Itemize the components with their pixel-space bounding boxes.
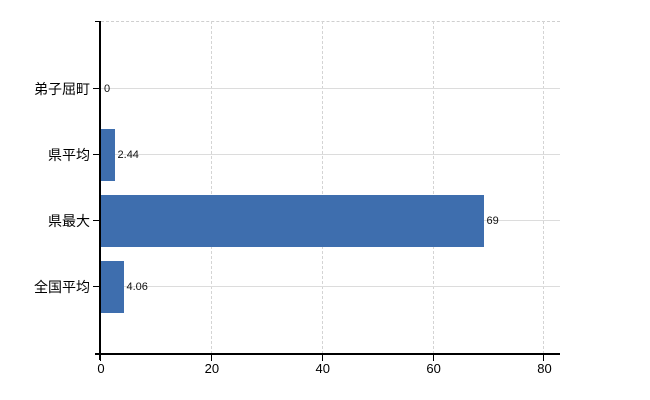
h-gridline (101, 88, 560, 89)
x-tick-label: 0 (97, 361, 105, 376)
y-tick-mark (93, 154, 99, 155)
category-label: 弟子屈町 (34, 80, 90, 97)
x-tick-label: 20 (204, 361, 220, 376)
category-label: 県最大 (48, 212, 90, 229)
v-gridline (432, 21, 434, 354)
y-axis-line (99, 21, 101, 360)
x-tick-mark (432, 355, 434, 361)
x-tick-label: 60 (426, 361, 441, 376)
category-label: 全国平均 (34, 278, 90, 295)
bar-value-label: 69 (486, 214, 499, 227)
y-tick-mark (93, 220, 99, 221)
category-label: 県平均 (48, 146, 90, 163)
x-tick-mark (100, 355, 101, 361)
h-gridline (101, 154, 560, 155)
bar-value-label: 2.44 (117, 148, 139, 161)
y-tick-mark (93, 286, 99, 287)
bar-value-label: 4.06 (126, 280, 148, 293)
x-tick-mark (321, 355, 323, 361)
x-axis-line (95, 353, 560, 355)
v-gridline (321, 21, 323, 354)
x-tick-mark (210, 355, 212, 361)
y-tick-mark (93, 88, 99, 89)
v-gridline (210, 21, 212, 354)
bar (101, 194, 484, 247)
x-tick-label: 80 (537, 361, 552, 376)
v-gridline (543, 21, 545, 354)
x-tick-mark (543, 355, 545, 361)
h-gridline (101, 286, 560, 287)
y-axis-top-tick (95, 21, 101, 22)
bar-value-label: 0 (104, 82, 111, 95)
bar (101, 128, 115, 181)
bar (101, 260, 124, 313)
plot-top-border (101, 21, 560, 22)
x-tick-label: 40 (315, 361, 330, 376)
